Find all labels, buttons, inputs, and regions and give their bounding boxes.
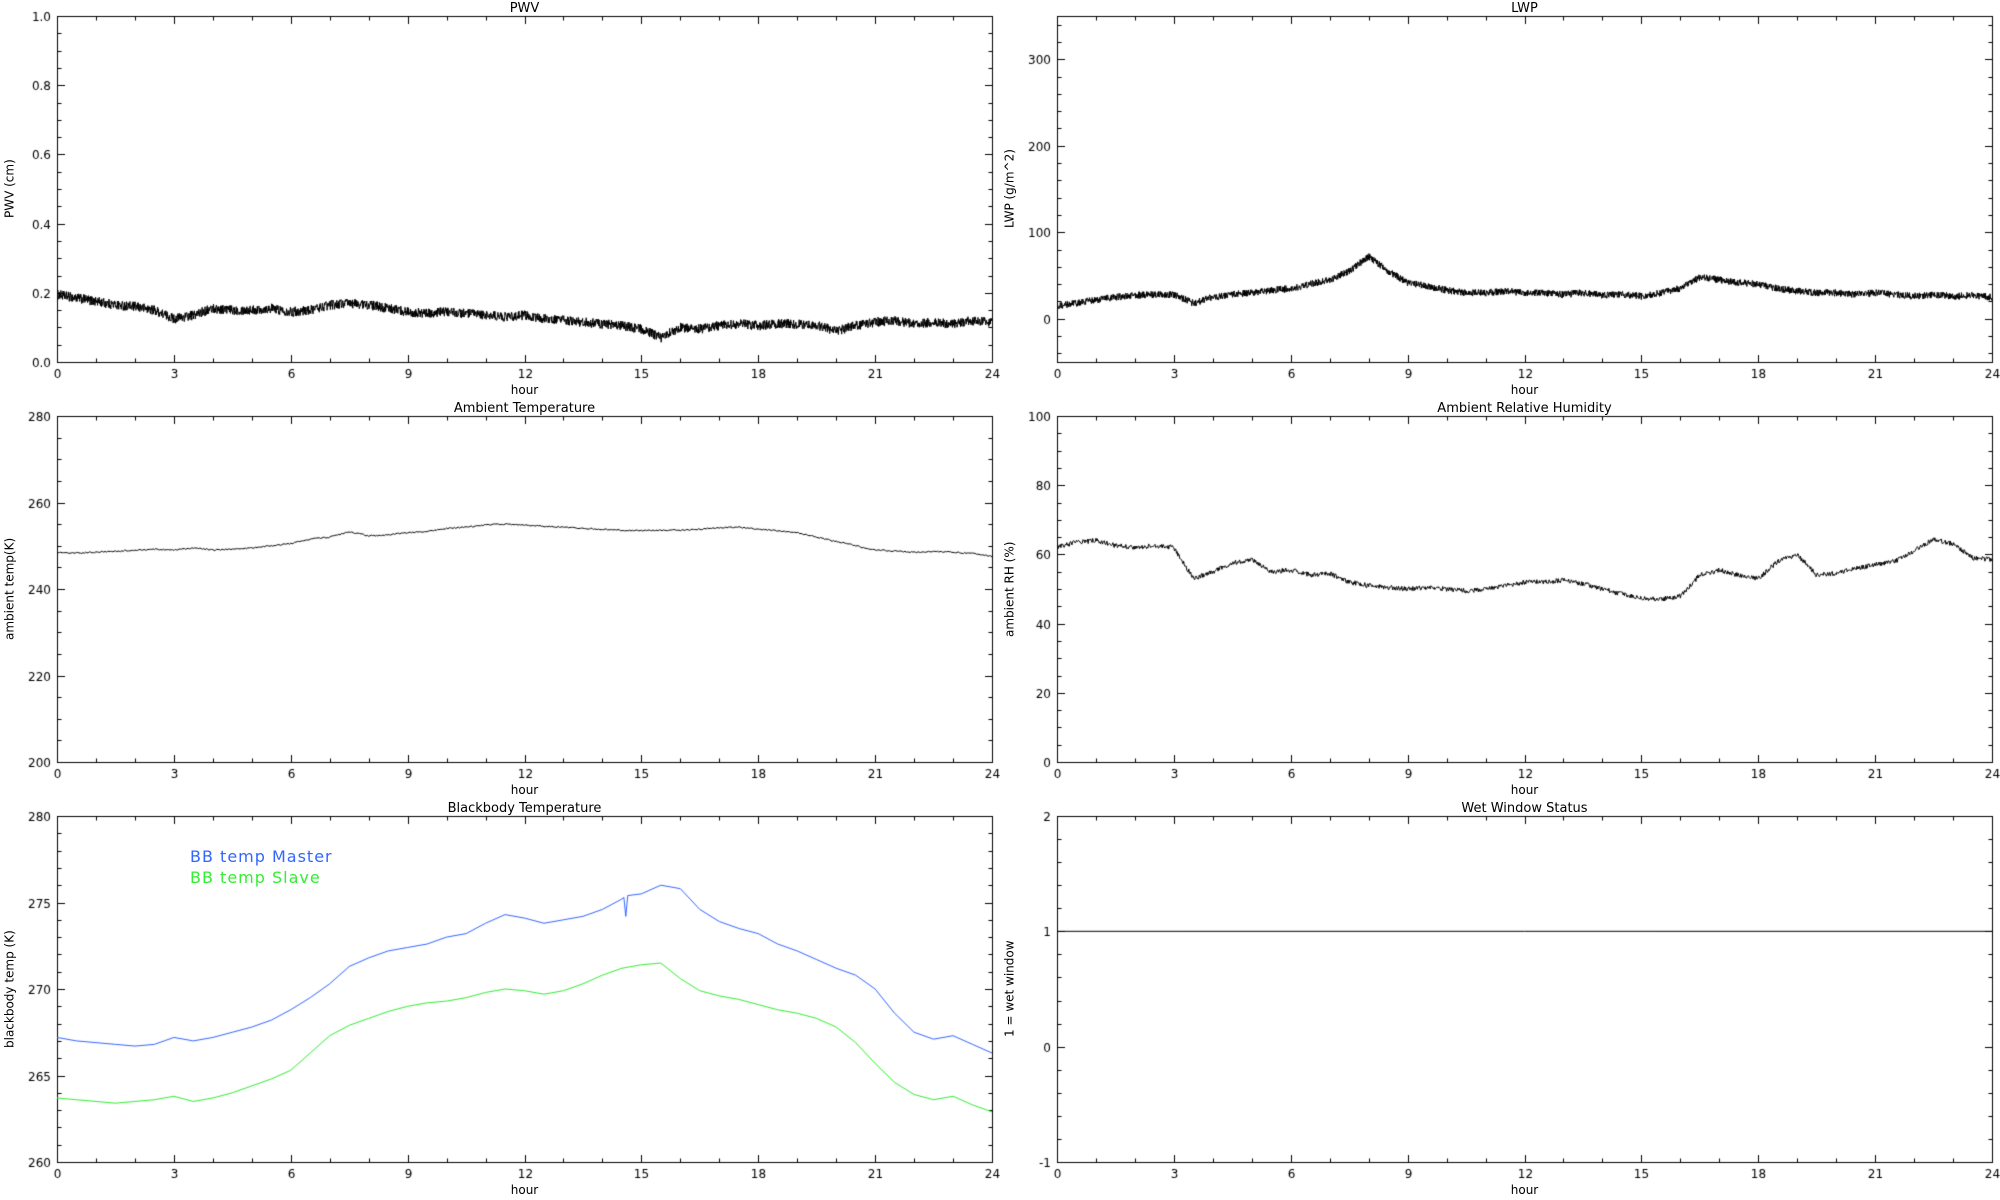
ambient-rh-chart-title: Ambient Relative Humidity xyxy=(1437,401,1612,416)
ambient-temperature-chart-canvas xyxy=(0,400,1000,800)
blackbody-temperature-x-axis-label: hour xyxy=(510,1183,539,1197)
lwp-x-axis-label: hour xyxy=(1510,383,1539,397)
blackbody-temperature-chart-canvas xyxy=(0,800,1000,1200)
ambient-temperature-chart-title: Ambient Temperature xyxy=(453,401,596,416)
wet-window-status-x-axis-label: hour xyxy=(1510,1183,1539,1197)
lwp-chart-canvas xyxy=(1000,0,2000,400)
pwv-y-axis-label: PWV (cm) xyxy=(2,159,17,219)
blackbody-legend: BB temp Master BB temp Slave xyxy=(190,846,333,888)
lwp-chart-title: LWP xyxy=(1511,1,1538,16)
blackbody-temperature-y-axis-label: blackbody temp (K) xyxy=(2,930,17,1048)
wet-window-status-chart-canvas xyxy=(1000,800,2000,1200)
ambient-temperature-x-axis-label: hour xyxy=(510,783,539,797)
ambient-rh-chart-canvas xyxy=(1000,400,2000,800)
panel-ambient-temperature: Ambient Temperature ambient temp(K) hour xyxy=(0,400,1000,800)
blackbody-temperature-chart-title: Blackbody Temperature xyxy=(447,801,602,816)
legend-item-bb-master: BB temp Master xyxy=(190,847,333,866)
pwv-chart-title: PWV xyxy=(509,1,540,16)
legend-item-bb-slave: BB temp Slave xyxy=(190,868,321,887)
pwv-chart-canvas xyxy=(0,0,1000,400)
panel-pwv: PWV PWV (cm) hour xyxy=(0,0,1000,400)
ambient-rh-x-axis-label: hour xyxy=(1510,783,1539,797)
ambient-temperature-y-axis-label: ambient temp(K) xyxy=(2,537,17,641)
panel-lwp: LWP LWP (g/m^2) hour xyxy=(1000,0,2000,400)
pwv-x-axis-label: hour xyxy=(510,383,539,397)
lwp-y-axis-label: LWP (g/m^2) xyxy=(1002,149,1017,229)
ambient-rh-y-axis-label: ambient RH (%) xyxy=(1002,541,1017,637)
wet-window-status-chart-title: Wet Window Status xyxy=(1461,801,1588,816)
panel-blackbody-temperature: Blackbody Temperature blackbody temp (K)… xyxy=(0,800,1000,1200)
panel-ambient-relative-humidity: Ambient Relative Humidity ambient RH (%)… xyxy=(1000,400,2000,800)
panel-wet-window-status: Wet Window Status 1 = wet window hour xyxy=(1000,800,2000,1200)
wet-window-status-y-axis-label: 1 = wet window xyxy=(1002,940,1017,1038)
